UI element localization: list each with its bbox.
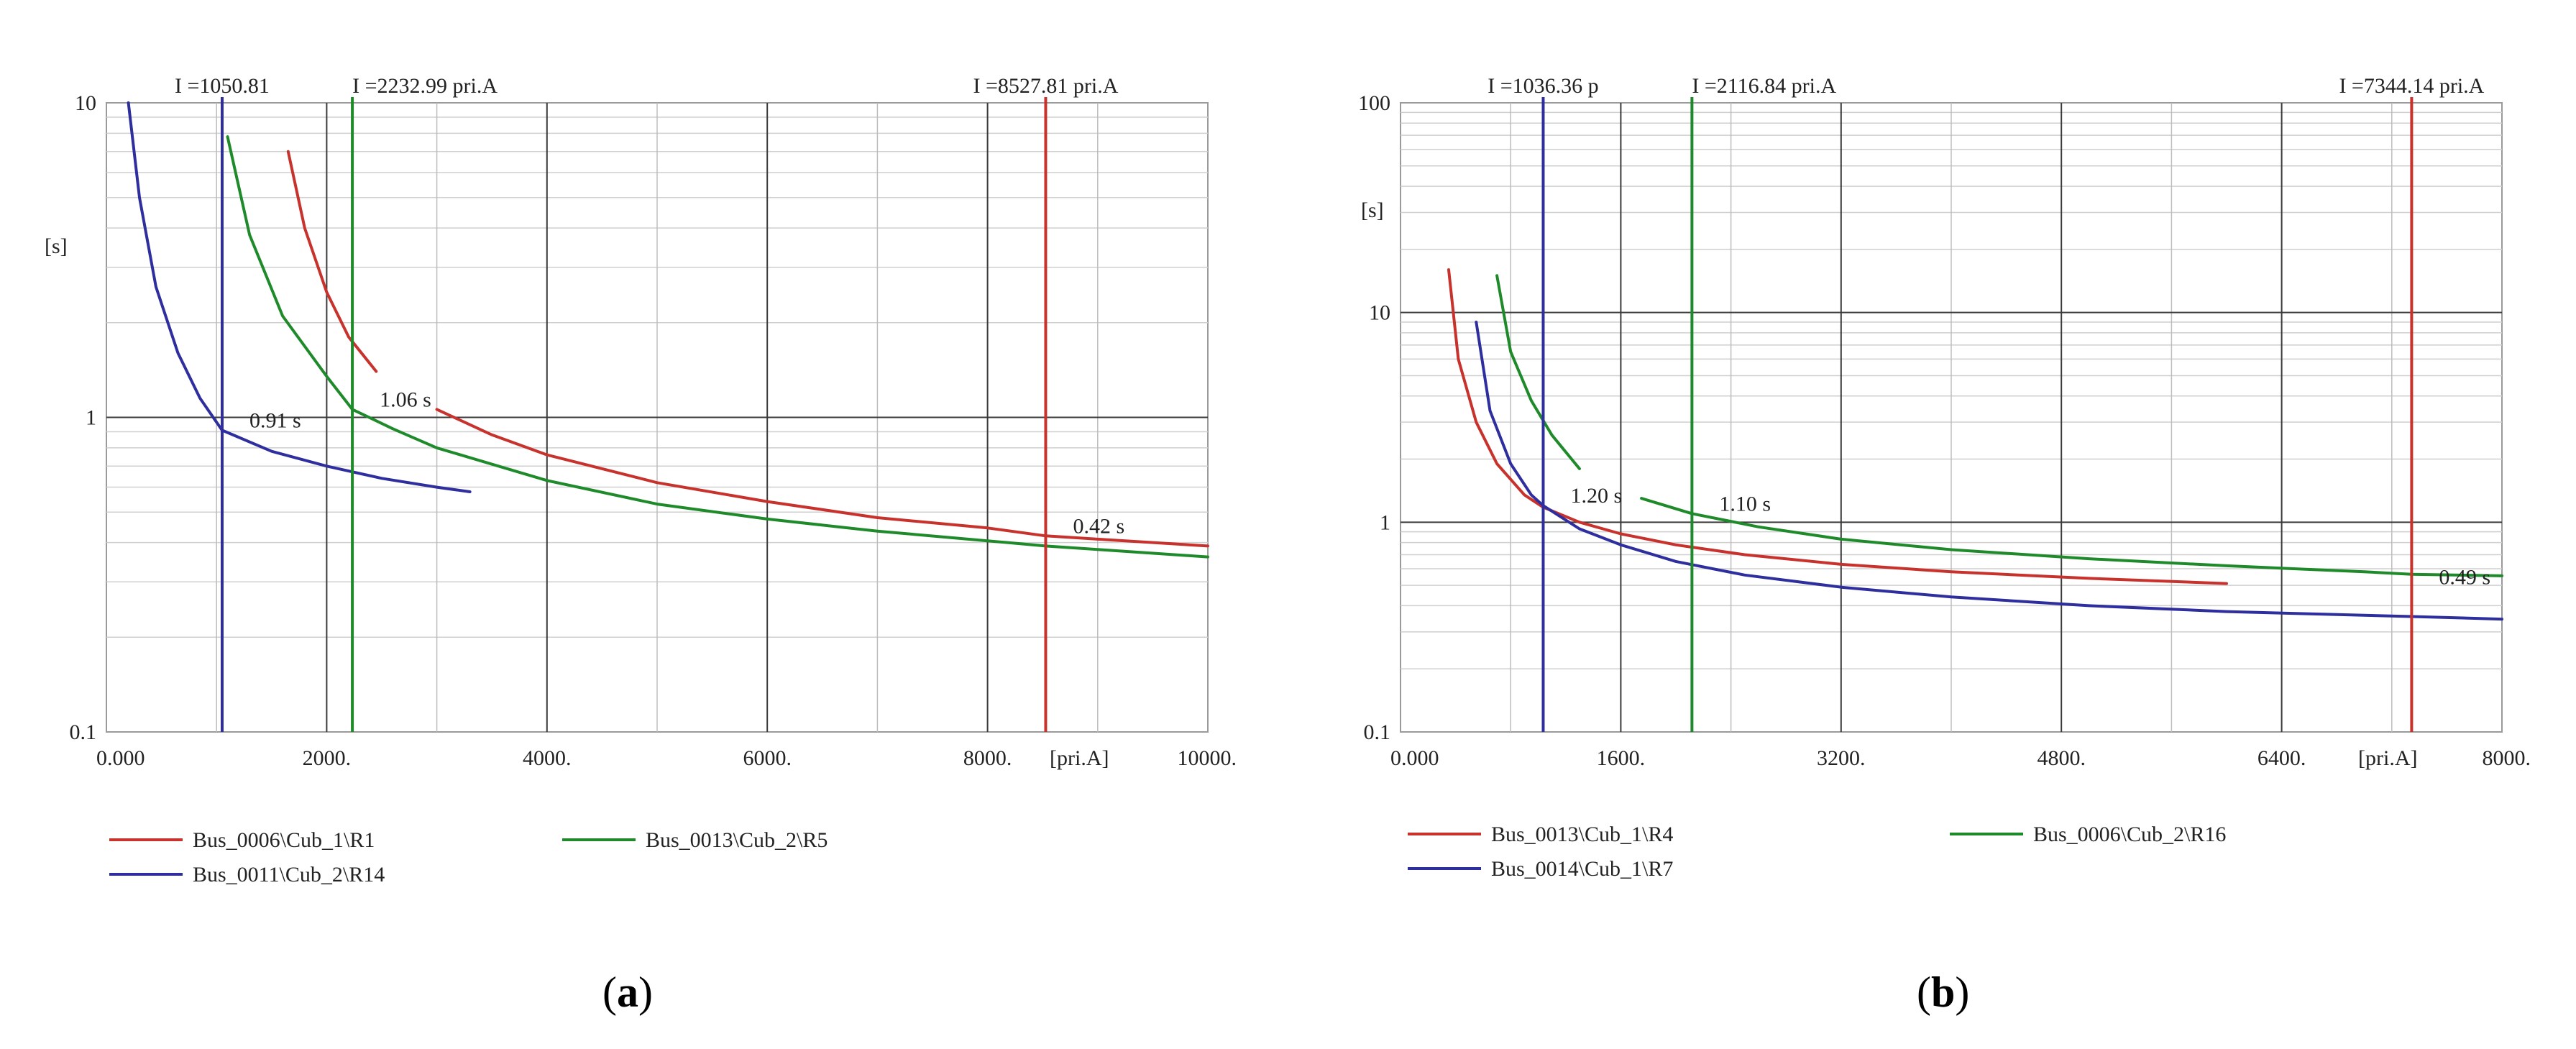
y-tick-label: 1 (86, 406, 96, 430)
annotation-label-2: 0.42 s (1073, 514, 1124, 538)
y-tick-label: 10 (75, 91, 96, 115)
chart-panel-b: I =1036.36 p I =2116.84 pri.A I =7344.14 p… (1358, 74, 2531, 1016)
x-tick-label: 3200. (1817, 746, 1866, 770)
caption-letter-b: b (1931, 968, 1955, 1016)
svg-text:(b): (b) (1917, 968, 1969, 1016)
legend-label-a-1: Bus_0011\Cub_2\R14 (193, 863, 385, 887)
x-tick-label: 8000. (963, 746, 1012, 770)
svg-text:(a): (a) (602, 968, 653, 1016)
annotation-label-0: 1.20 s (1570, 484, 1622, 508)
series-line-2-segment-1 (1640, 497, 2503, 577)
annotation-label-2: 0.49 s (2439, 566, 2490, 590)
legend-b: Bus_0013\Cub_1\R4 Bus_0014\Cub_1\R7 Bus_… (1408, 823, 2226, 881)
x-tick-label: 1600. (1597, 746, 1646, 770)
current-marker-label-0: I =1036.36 p (1488, 74, 1598, 98)
annotation-label-1: 1.10 s (1719, 492, 1771, 516)
x-tick-label: 0.000 (1390, 746, 1439, 770)
x-tick-label: 6000. (743, 746, 792, 770)
x-tick-label: 8000. (2483, 746, 2531, 770)
series-line-0-segment-0 (286, 150, 378, 373)
current-marker-label-1: I =2116.84 pri.A (1692, 74, 1836, 98)
current-marker-label-0: I =1050.81 (175, 74, 270, 98)
series-line-2-segment-0 (226, 135, 1209, 559)
x-tick-label: 4000. (523, 746, 572, 770)
series-line-2-segment-0 (1495, 274, 1581, 470)
x-axis-label-a: [pri.A] (1050, 746, 1109, 770)
x-tick-label: 0.000 (96, 746, 145, 770)
legend-label-b-1: Bus_0014\Cub_1\R7 (1491, 857, 1673, 881)
caption-a: (a) (602, 968, 653, 1016)
x-tick-label: 4800. (2037, 746, 2086, 770)
x-axis-label-b: [pri.A] (2358, 746, 2417, 770)
y-tick-label: 1 (1380, 510, 1390, 534)
current-marker-label-2: I =7344.14 pri.A (2339, 74, 2484, 98)
legend-label-b-0: Bus_0013\Cub_1\R4 (1491, 823, 1673, 846)
y-axis-label-b: [s] (1361, 198, 1384, 222)
series-line-0-segment-1 (435, 408, 1209, 548)
y-tick-label: 100 (1358, 91, 1390, 115)
series-line-1-segment-0 (1475, 321, 2503, 621)
x-tick-label: 10000. (1178, 746, 1237, 770)
annotation-label-1: 1.06 s (380, 388, 431, 411)
y-tick-label: 0.1 (1364, 720, 1391, 744)
y-tick-label: 10 (1369, 301, 1390, 325)
legend-label-b-2: Bus_0006\Cub_2\R16 (2033, 823, 2226, 846)
y-axis-label-a: [s] (45, 234, 68, 258)
chart-panel-a: I =1050.81 I =2232.99 pri.A I =8527.81 pri… (45, 74, 1237, 1016)
legend-label-a-0: Bus_0006\Cub_1\R1 (193, 828, 375, 852)
series-line-0-segment-0 (1447, 268, 2228, 585)
current-marker-label-2: I =8527.81 pri.A (973, 74, 1119, 98)
x-tick-label: 2000. (303, 746, 352, 770)
x-tick-label: 6400. (2258, 746, 2306, 770)
legend-label-a-2: Bus_0013\Cub_2\R5 (646, 828, 828, 852)
y-tick-label: 0.1 (70, 720, 97, 744)
current-marker-label-1: I =2232.99 pri.A (352, 74, 498, 98)
legend-a: Bus_0006\Cub_1\R1 Bus_0011\Cub_2\R14 Bus… (109, 828, 828, 887)
annotation-label-0: 0.91 s (249, 408, 301, 432)
caption-b: (b) (1917, 968, 1969, 1016)
caption-letter-a: a (617, 968, 638, 1016)
